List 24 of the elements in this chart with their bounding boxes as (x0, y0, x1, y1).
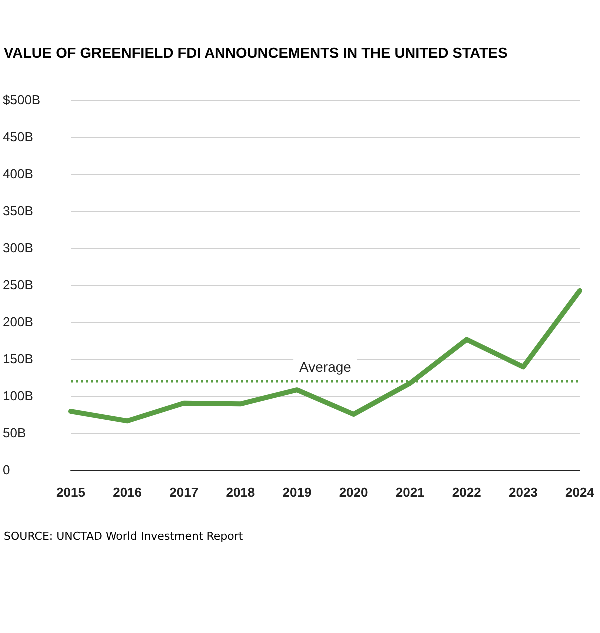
y-tick-label: 0 (3, 462, 10, 478)
ref-line-label: Average (300, 359, 352, 376)
x-tick-label: 2021 (396, 485, 425, 500)
x-tick-label: 2024 (566, 485, 596, 500)
x-tick-label: 2018 (226, 485, 256, 500)
y-tick-label: 400B (3, 166, 34, 182)
x-tick-label: 2016 (113, 485, 142, 500)
x-tick-label: 2019 (282, 485, 312, 500)
y-tick-label: 350B (3, 204, 34, 218)
y-tick-label: 150B (3, 352, 34, 366)
x-tick-label: 2017 (170, 485, 199, 500)
y-tick-label: 50B (3, 426, 26, 440)
x-tick-label: 2022 (452, 485, 482, 500)
y-tick-label: 100B (3, 388, 34, 404)
chart-title: VALUE OF GREENFIELD FDI ANNOUNCEMENTS IN THE UNITED STATES (4, 46, 508, 62)
y-tick-label: 450B (3, 130, 34, 144)
y-tick-label: 250B (3, 278, 34, 292)
source-note: SOURCE: UNCTAD World Investment Report (4, 530, 244, 543)
y-tick-label: 300B (3, 240, 34, 256)
x-tick-label: 2023 (508, 485, 538, 500)
y-tick-label: 200B (3, 314, 34, 330)
y-tick-label: $500B (3, 92, 41, 108)
x-tick-label: 2015 (56, 485, 86, 500)
x-tick-label: 2020 (339, 485, 368, 500)
